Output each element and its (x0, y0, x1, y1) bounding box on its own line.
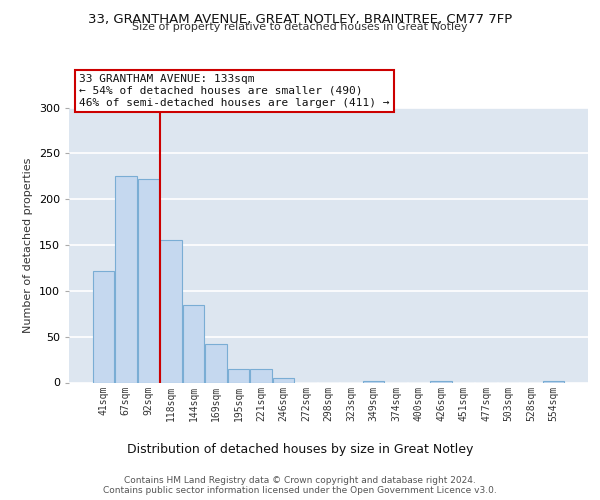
Text: 33, GRANTHAM AVENUE, GREAT NOTLEY, BRAINTREE, CM77 7FP: 33, GRANTHAM AVENUE, GREAT NOTLEY, BRAIN… (88, 12, 512, 26)
Text: 33 GRANTHAM AVENUE: 133sqm
← 54% of detached houses are smaller (490)
46% of sem: 33 GRANTHAM AVENUE: 133sqm ← 54% of deta… (79, 74, 390, 108)
Bar (115, 176, 137, 382)
Text: Distribution of detached houses by size in Great Notley: Distribution of detached houses by size … (127, 442, 473, 456)
Bar (273, 378, 294, 382)
Bar (205, 344, 227, 383)
Y-axis label: Number of detached properties: Number of detached properties (23, 158, 33, 332)
Bar (430, 380, 452, 382)
Bar (92, 270, 114, 382)
Bar (228, 369, 249, 382)
Text: Contains HM Land Registry data © Crown copyright and database right 2024.
Contai: Contains HM Land Registry data © Crown c… (103, 476, 497, 495)
Bar (182, 304, 204, 382)
Bar (137, 179, 159, 382)
Bar (543, 380, 565, 382)
Bar (363, 380, 384, 382)
Bar (160, 240, 182, 382)
Text: Size of property relative to detached houses in Great Notley: Size of property relative to detached ho… (132, 22, 468, 32)
Bar (250, 369, 272, 382)
